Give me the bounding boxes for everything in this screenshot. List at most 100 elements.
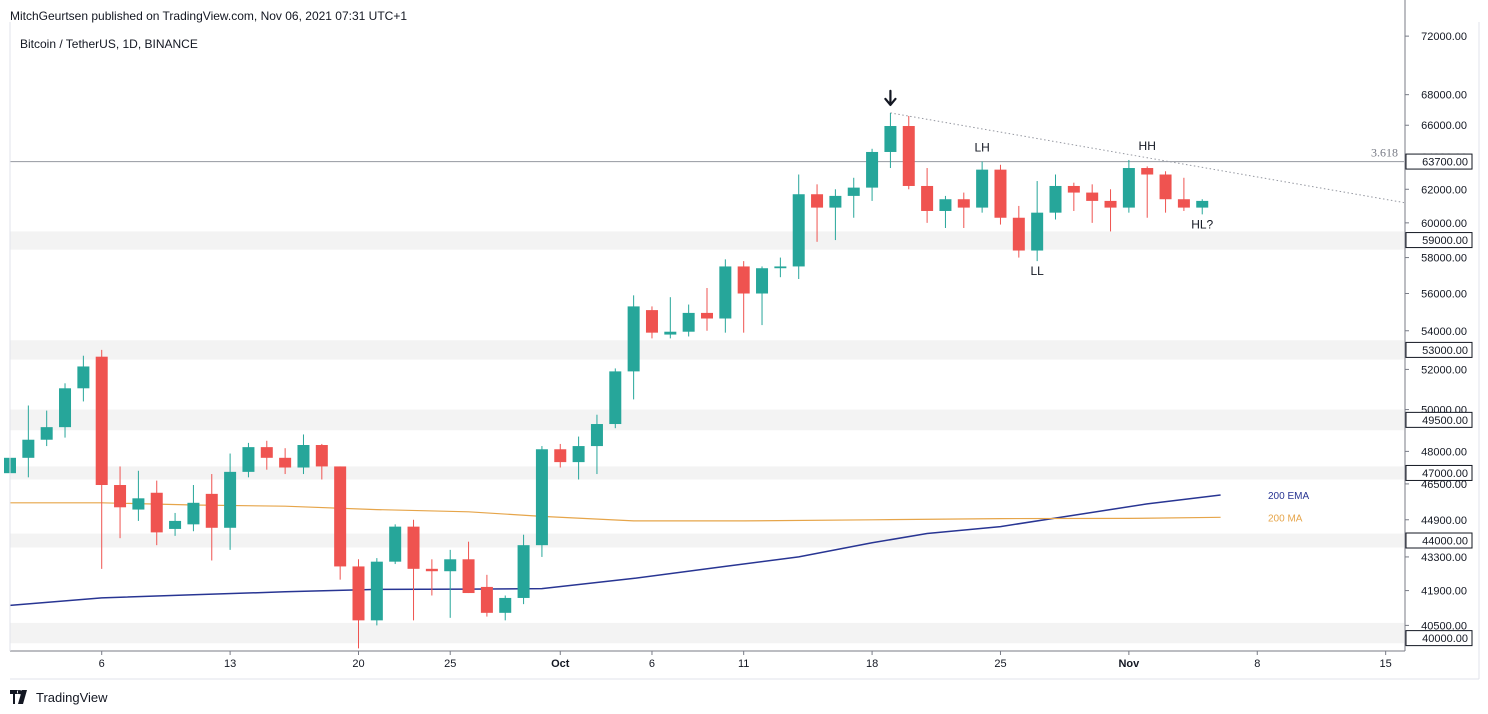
support-band — [10, 340, 1404, 360]
candle[interactable] — [1012, 205, 1025, 258]
candle[interactable] — [370, 558, 383, 626]
candle[interactable] — [169, 512, 182, 536]
x-tick-label: 25 — [994, 658, 1006, 670]
candle[interactable] — [499, 595, 512, 621]
fib-level-note: 3.618 — [1371, 146, 1398, 160]
candle[interactable] — [994, 164, 1007, 225]
candle[interactable] — [535, 446, 548, 557]
candle-body — [425, 568, 438, 572]
candle[interactable] — [517, 534, 530, 605]
candle[interactable] — [1141, 166, 1154, 218]
candle[interactable] — [957, 192, 970, 228]
y-tick-label: 43300.00 — [1421, 552, 1467, 564]
series-label: 200 EMA — [1268, 491, 1309, 502]
pattern-annotation: HH — [1139, 139, 1156, 153]
candle-body — [1031, 212, 1044, 251]
candle[interactable] — [811, 184, 824, 242]
candle[interactable] — [847, 177, 860, 218]
x-tick-label: 6 — [649, 658, 655, 670]
candle[interactable] — [939, 195, 952, 228]
candle[interactable] — [719, 259, 732, 333]
candle[interactable] — [132, 470, 145, 521]
candle[interactable] — [1031, 181, 1044, 262]
candle-body — [535, 449, 548, 546]
candle[interactable] — [407, 519, 420, 621]
candle[interactable] — [1196, 199, 1209, 215]
candle[interactable] — [462, 541, 475, 594]
tradingview-logo[interactable]: TradingView — [10, 688, 108, 706]
candle[interactable] — [205, 474, 218, 561]
candle[interactable] — [114, 466, 127, 539]
candle[interactable] — [829, 189, 842, 241]
candle[interactable] — [774, 257, 787, 278]
candle[interactable] — [150, 480, 163, 546]
y-tick-label: 56000.00 — [1421, 289, 1467, 301]
candle[interactable] — [902, 115, 915, 190]
y-tick-label: 66000.00 — [1421, 120, 1467, 132]
candle[interactable] — [664, 297, 677, 339]
y-tick-label: 62000.00 — [1421, 184, 1467, 196]
candle[interactable] — [682, 304, 695, 337]
candle[interactable] — [627, 295, 640, 400]
candle[interactable] — [1122, 159, 1135, 213]
candle[interactable] — [297, 434, 310, 475]
candle[interactable] — [554, 443, 567, 468]
level-price-tag-label: 44000.00 — [1422, 536, 1468, 548]
candle[interactable] — [242, 442, 255, 478]
candle[interactable] — [1159, 171, 1172, 213]
candle[interactable] — [187, 485, 200, 532]
candle[interactable] — [1104, 189, 1117, 232]
candle[interactable] — [921, 168, 934, 223]
candle[interactable] — [279, 448, 292, 475]
candle[interactable] — [1177, 177, 1190, 211]
candle[interactable] — [572, 436, 585, 480]
candle[interactable] — [425, 559, 438, 596]
candle-body — [921, 185, 934, 211]
candle[interactable] — [480, 574, 493, 617]
candle[interactable] — [334, 466, 347, 580]
candle[interactable] — [590, 414, 603, 475]
candle[interactable] — [40, 410, 53, 447]
candle[interactable] — [95, 349, 108, 569]
candle[interactable] — [1049, 174, 1062, 220]
candle[interactable] — [22, 405, 35, 478]
candle-body — [187, 502, 200, 525]
candle[interactable] — [224, 453, 237, 550]
candle-body — [939, 199, 952, 211]
candle[interactable] — [1067, 182, 1080, 211]
x-tick-label: Oct — [551, 658, 570, 670]
candle[interactable] — [884, 112, 897, 169]
candle-body — [499, 597, 512, 613]
candle[interactable] — [1086, 184, 1099, 223]
candle[interactable] — [59, 383, 72, 438]
candle-body — [847, 187, 860, 196]
candle-body — [1086, 192, 1099, 201]
symbol-label: Bitcoin / TetherUS, 1D, BINANCE — [20, 37, 198, 51]
candle[interactable] — [737, 261, 750, 333]
candle-body — [1122, 168, 1135, 208]
candle-body — [902, 126, 915, 186]
candle[interactable] — [77, 355, 90, 402]
candle-body — [352, 566, 365, 621]
candle[interactable] — [701, 288, 713, 331]
candle-body — [1012, 217, 1025, 251]
candle-body — [701, 312, 713, 319]
candle[interactable] — [315, 443, 328, 480]
candle[interactable] — [792, 174, 805, 279]
candle[interactable] — [609, 368, 622, 429]
candle[interactable] — [976, 161, 989, 213]
candle-body — [884, 126, 897, 152]
candle[interactable] — [260, 440, 273, 470]
level-price-tag: 49500.00 — [1405, 411, 1473, 428]
candle-body — [517, 545, 530, 598]
level-price-tag: 59000.00 — [1405, 232, 1473, 249]
candle[interactable] — [389, 524, 402, 565]
level-price-tag: 47000.00 — [1405, 464, 1473, 481]
candle[interactable] — [756, 266, 769, 326]
candle-body — [40, 427, 53, 440]
candle[interactable] — [444, 549, 457, 618]
candle[interactable] — [352, 559, 365, 649]
candle[interactable] — [866, 148, 879, 201]
candle[interactable] — [645, 306, 658, 339]
